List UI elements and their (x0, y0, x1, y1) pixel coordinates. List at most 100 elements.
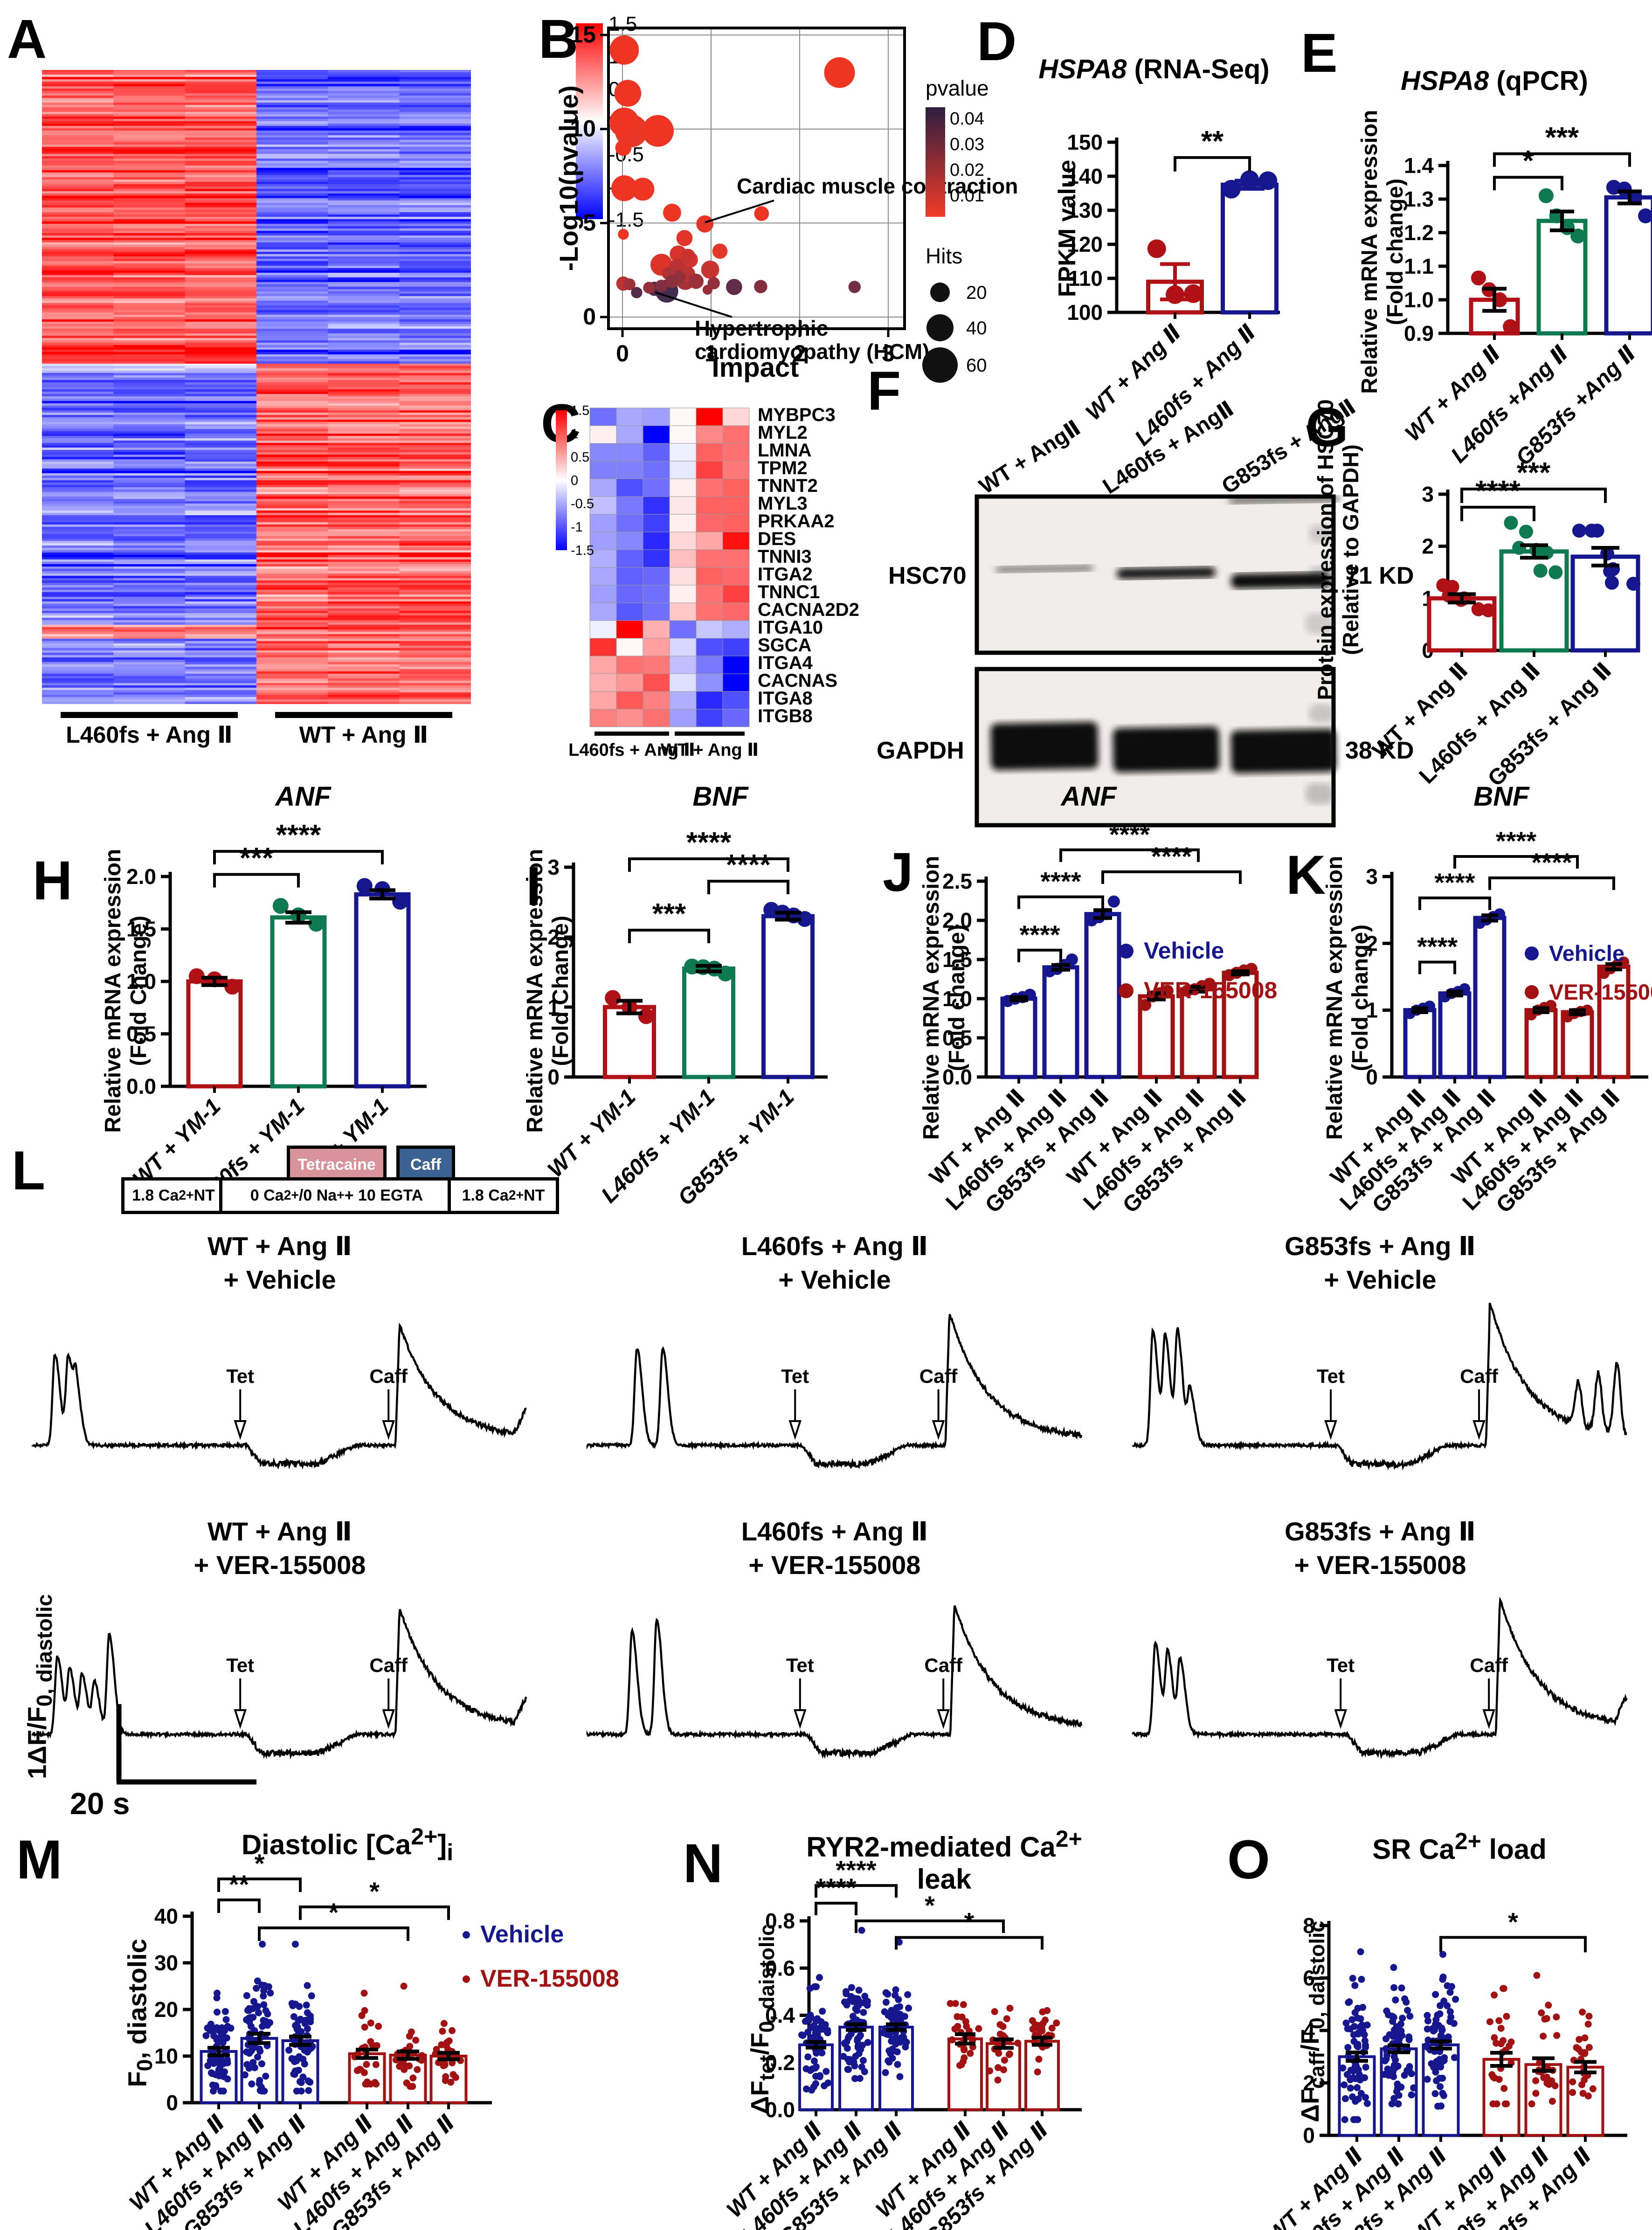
panel-letter-i: I (526, 856, 541, 917)
chart-label: **** (1109, 820, 1150, 849)
chart-label: **** (726, 849, 771, 881)
chart-shape (605, 990, 621, 1006)
chart-label: *** (652, 898, 686, 930)
chart-shape (1551, 2082, 1559, 2090)
y-axis-label: Protein expression of HSC70 (Relative to … (1313, 387, 1363, 713)
chart-shape (253, 1985, 260, 1992)
chart-shape (1132, 1303, 1627, 1471)
y-axis-label: Relative mRNA expression (Fold change) (1322, 835, 1373, 1161)
chart-shape (1222, 180, 1241, 199)
chart-shape (1352, 2075, 1359, 2082)
chart-shape (1345, 1999, 1352, 2006)
chart-shape (631, 178, 655, 201)
chart-shape (996, 2030, 1004, 2038)
chart-shape (1540, 2032, 1547, 2040)
chart-title: ANF (275, 781, 331, 812)
chart-shape (1424, 2012, 1431, 2019)
chart-label: 40 (154, 1904, 178, 1928)
chart-shape (354, 892, 411, 1089)
chart-shape (1306, 783, 1334, 804)
chart-label: **** (1040, 867, 1081, 896)
chart-label: 0.8 (765, 1909, 795, 1933)
chart-shape (995, 565, 1093, 573)
chart-shape (202, 2032, 210, 2039)
chart-shape (295, 2066, 302, 2074)
y-label-line2: (Fold Change) (126, 915, 151, 1066)
chart-shape (1438, 2059, 1445, 2066)
chart-shape (643, 478, 670, 497)
chart-title: HSPA8 (RNA-Seq) (1019, 54, 1289, 85)
chart-label: 2.5 (942, 869, 972, 893)
panel-letter-l: L (12, 1140, 46, 1201)
trace-title-line1: G853fs + Ang Ⅱ (1285, 1231, 1476, 1261)
chart-shape (806, 1985, 814, 1992)
trace-title-line1: L460fs + Ang Ⅱ (741, 1231, 928, 1261)
chart-label: 20 (154, 1997, 178, 2022)
chart-shape (824, 57, 855, 88)
chart-label: 2.0 (942, 908, 972, 932)
chart-shape (669, 585, 697, 603)
chart-label: ITGA4 (758, 653, 813, 673)
chart-shape (859, 2057, 867, 2064)
chart-shape (722, 585, 750, 603)
panel-g-bar-chart: Protein expression of HSC70 (Relative to … (1303, 399, 1652, 791)
chart-shape (1486, 2018, 1493, 2025)
chart-shape (1101, 870, 1242, 884)
chart-shape (643, 425, 670, 444)
chart-shape (234, 1709, 247, 1729)
chart-shape (285, 2046, 293, 2054)
chart-label: Vehicle (480, 1921, 564, 1948)
chart-shape (1039, 2008, 1046, 2016)
chart-label: TNNT2 (758, 476, 818, 496)
chart-shape (1359, 2003, 1367, 2011)
panel-letter-f: F (867, 360, 901, 422)
chart-shape (1493, 2100, 1500, 2107)
chart-shape (696, 585, 723, 603)
chart-label: 1.5 (126, 917, 156, 941)
chart-shape (892, 1986, 899, 1994)
chart-title: HSPA8 (qPCR) (1359, 65, 1630, 97)
chart-shape (264, 2022, 271, 2029)
bar-chart: 0.00.51.01.52.02.5****************WT + A… (925, 820, 1277, 1218)
solution-box-2: 0 Ca 2+/0 Na + + 10 EGTA (219, 1177, 454, 1214)
chart-shape (824, 2079, 832, 2087)
chart-label: DES (758, 529, 796, 549)
chart-shape (361, 2023, 368, 2031)
chart-shape (628, 929, 710, 943)
chart-shape (1589, 2085, 1597, 2092)
chart-label: 150 (1067, 130, 1103, 154)
chart-label: Hits (926, 244, 962, 268)
chart-shape (267, 1989, 274, 1997)
chart-shape (904, 1991, 912, 1998)
chart-shape (1446, 2018, 1454, 2025)
chart-shape (1436, 2010, 1444, 2017)
chart-shape (262, 2072, 270, 2080)
chart-shape (882, 2069, 889, 2076)
chart-shape (371, 2079, 379, 2086)
chart-label: 2 (1422, 534, 1434, 559)
chart-shape (1540, 2074, 1548, 2081)
chart-shape (675, 732, 745, 736)
chart-shape (258, 2060, 265, 2067)
chart-label: *** (1545, 122, 1579, 154)
chart-label: Tet (1327, 1654, 1355, 1676)
chart-label: -1.5 (608, 208, 644, 231)
chart-title: ANF (1061, 781, 1117, 812)
chart-shape (1525, 985, 1539, 999)
chart-label: 0.04 (950, 109, 984, 129)
chart-shape (260, 1992, 267, 2000)
chart-shape (1113, 726, 1220, 773)
chart-shape (556, 410, 567, 550)
chart-label: 10 (570, 116, 596, 142)
panel-letter-o: O (1227, 1829, 1270, 1891)
chart-shape (1500, 1985, 1507, 1992)
chart-shape (857, 2031, 864, 2039)
chart-shape (1405, 2036, 1413, 2044)
chart-shape (932, 1420, 945, 1440)
y-axis-label: F0, diastolic (122, 1939, 157, 2087)
chart-shape (1392, 1996, 1399, 2004)
chart-shape (1519, 525, 1533, 539)
chart-title: Diastolic [Ca2+]i (241, 1823, 454, 1865)
chart-shape (1006, 2050, 1013, 2057)
chart-shape (1222, 971, 1259, 1079)
